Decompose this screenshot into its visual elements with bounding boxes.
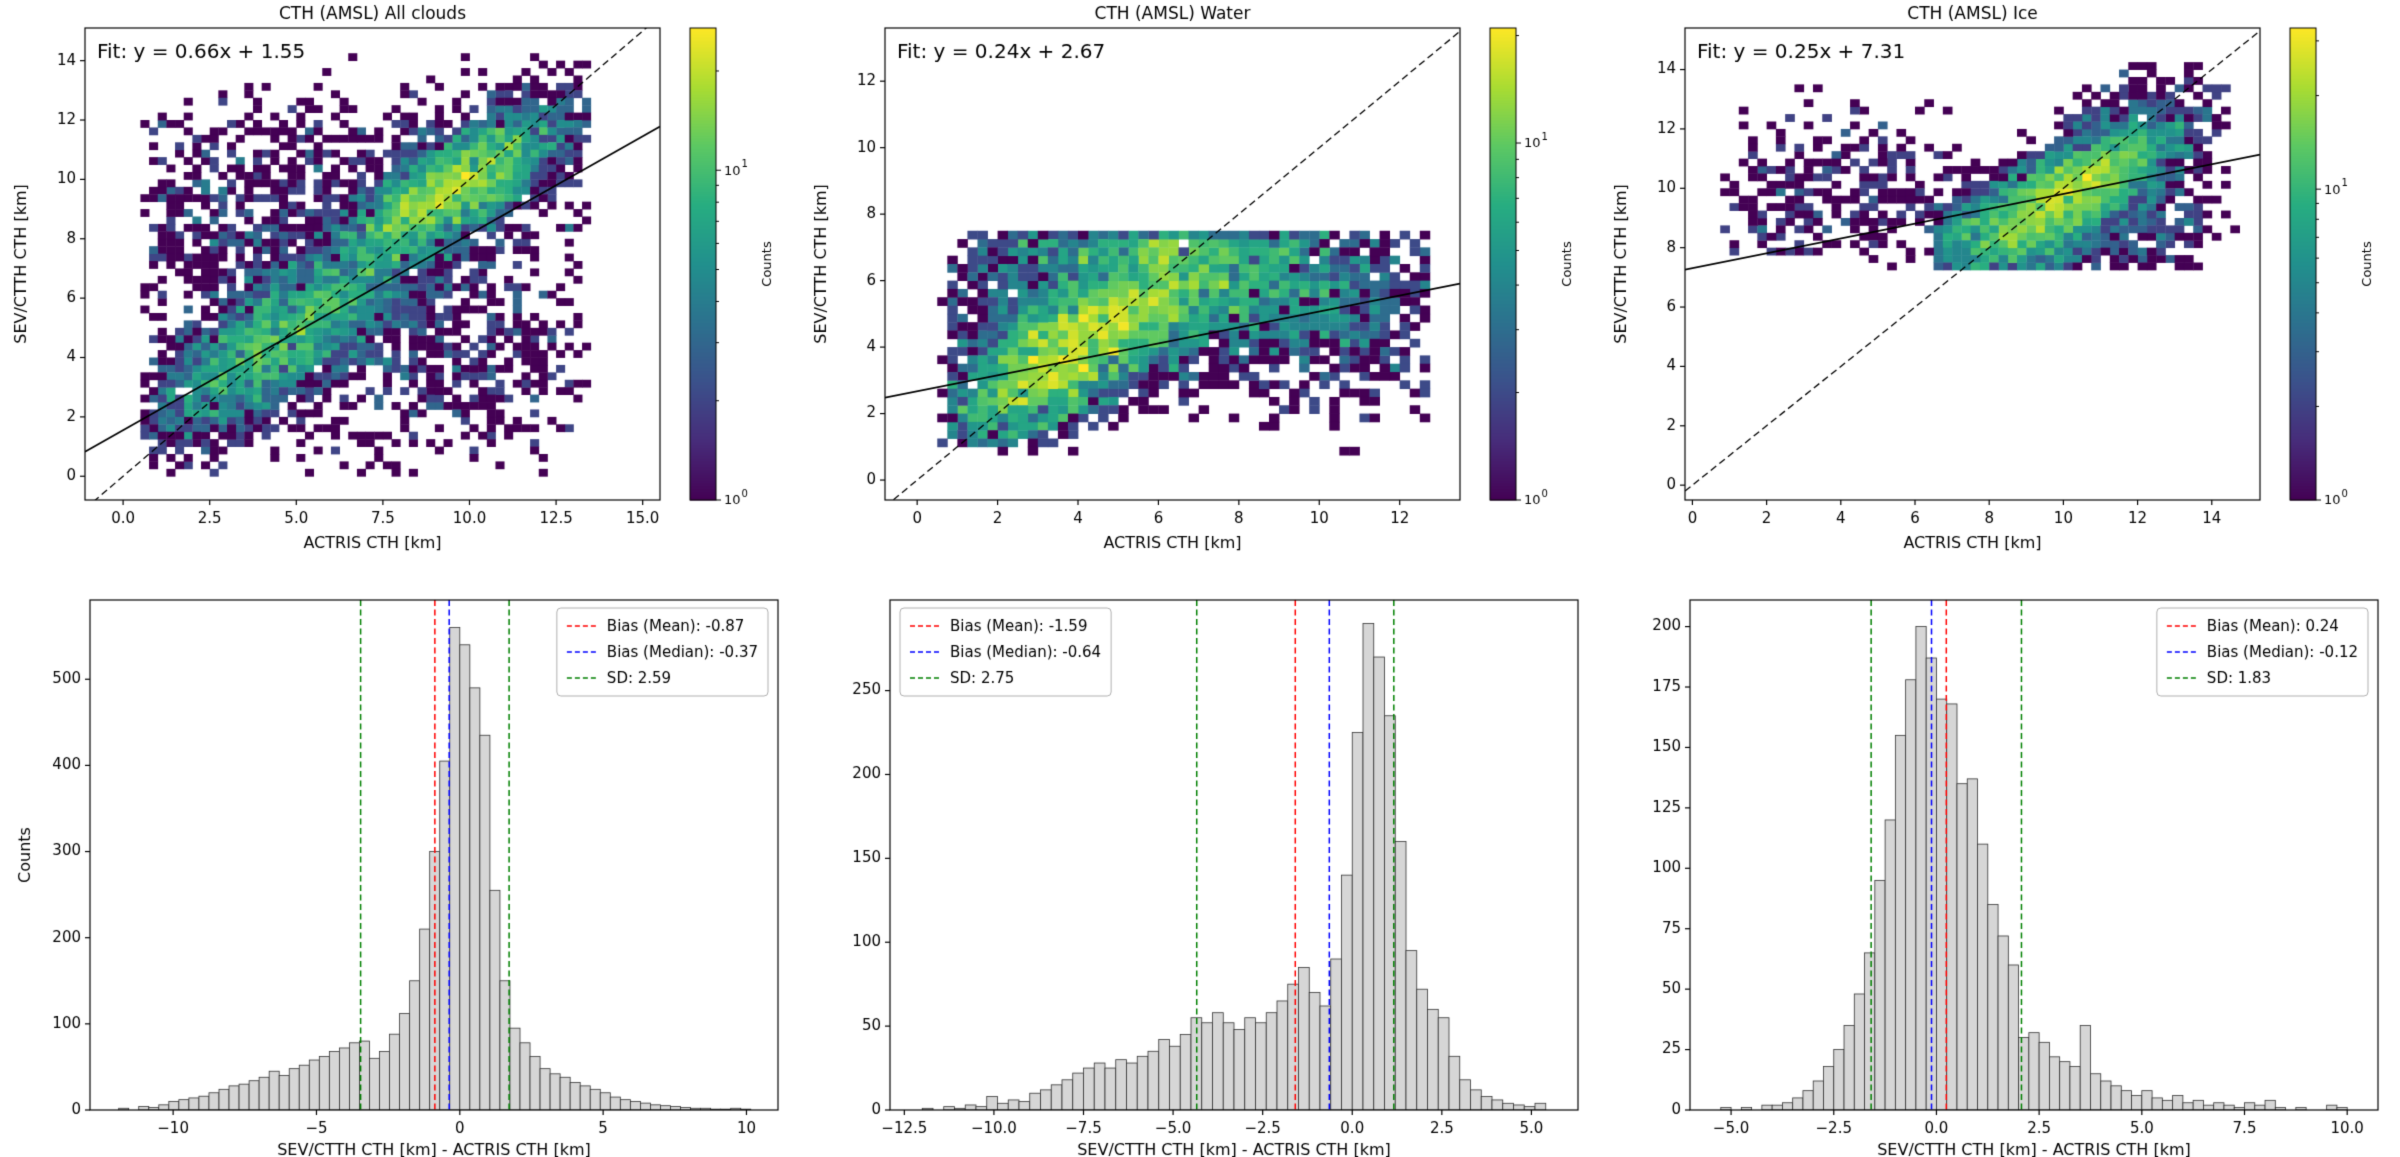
panel-hist-diff-ice [1600, 570, 2400, 1157]
hist2d-ice-canvas [1600, 0, 2400, 570]
panel-hist2d-all-clouds [0, 0, 800, 570]
panel-hist-diff-all-clouds [0, 570, 800, 1157]
panel-hist2d-water [800, 0, 1600, 570]
hist-diff-water-canvas [800, 570, 1600, 1157]
panel-hist2d-ice [1600, 0, 2400, 570]
hist2d-water-canvas [800, 0, 1600, 570]
hist-diff-all-clouds-canvas [0, 570, 800, 1157]
panel-hist-diff-water [800, 570, 1600, 1157]
hist-diff-ice-canvas [1600, 570, 2400, 1157]
hist2d-all-clouds-canvas [0, 0, 800, 570]
